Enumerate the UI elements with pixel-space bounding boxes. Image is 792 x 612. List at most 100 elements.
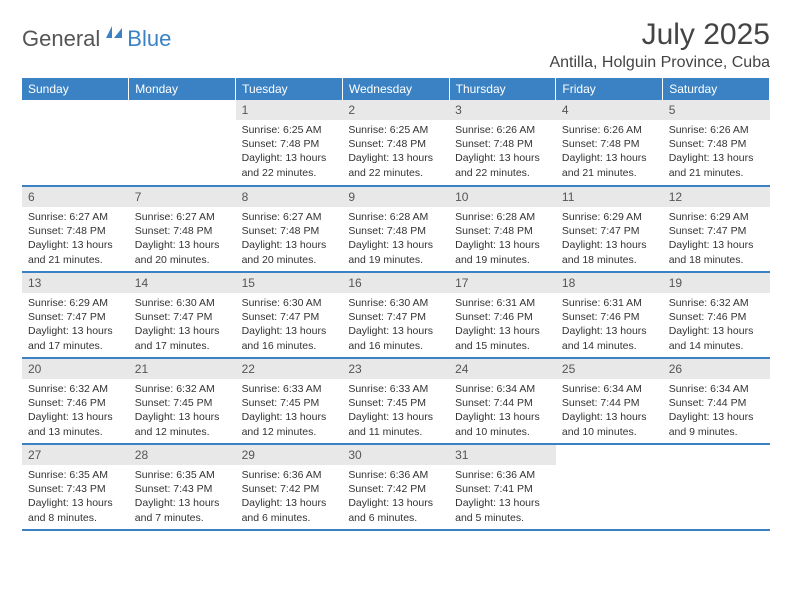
day-details: Sunrise: 6:33 AMSunset: 7:45 PMDaylight:…: [342, 379, 449, 443]
day-details: Sunrise: 6:27 AMSunset: 7:48 PMDaylight:…: [129, 207, 236, 271]
calendar-cell: 2Sunrise: 6:25 AMSunset: 7:48 PMDaylight…: [342, 100, 449, 186]
calendar-cell: 27Sunrise: 6:35 AMSunset: 7:43 PMDayligh…: [22, 444, 129, 530]
weekday-header: Sunday: [22, 78, 129, 100]
day-details: Sunrise: 6:30 AMSunset: 7:47 PMDaylight:…: [236, 293, 343, 357]
calendar-cell: 3Sunrise: 6:26 AMSunset: 7:48 PMDaylight…: [449, 100, 556, 186]
calendar-cell: 19Sunrise: 6:32 AMSunset: 7:46 PMDayligh…: [663, 272, 770, 358]
day-number: 31: [449, 445, 556, 465]
day-details: Sunrise: 6:32 AMSunset: 7:46 PMDaylight:…: [22, 379, 129, 443]
day-details: Sunrise: 6:27 AMSunset: 7:48 PMDaylight:…: [236, 207, 343, 271]
day-details: Sunrise: 6:36 AMSunset: 7:42 PMDaylight:…: [236, 465, 343, 529]
calendar-cell-empty: [129, 100, 236, 186]
day-number: 13: [22, 273, 129, 293]
day-number: 30: [342, 445, 449, 465]
calendar-row: 13Sunrise: 6:29 AMSunset: 7:47 PMDayligh…: [22, 272, 770, 358]
day-number: 10: [449, 187, 556, 207]
calendar-row: 20Sunrise: 6:32 AMSunset: 7:46 PMDayligh…: [22, 358, 770, 444]
day-number: 29: [236, 445, 343, 465]
day-number: 19: [663, 273, 770, 293]
day-number: 5: [663, 100, 770, 120]
day-details: Sunrise: 6:26 AMSunset: 7:48 PMDaylight:…: [449, 120, 556, 184]
day-details: Sunrise: 6:27 AMSunset: 7:48 PMDaylight:…: [22, 207, 129, 271]
calendar-head: SundayMondayTuesdayWednesdayThursdayFrid…: [22, 78, 770, 100]
day-details: Sunrise: 6:32 AMSunset: 7:46 PMDaylight:…: [663, 293, 770, 357]
day-number: 11: [556, 187, 663, 207]
day-details: Sunrise: 6:29 AMSunset: 7:47 PMDaylight:…: [22, 293, 129, 357]
calendar-cell: 8Sunrise: 6:27 AMSunset: 7:48 PMDaylight…: [236, 186, 343, 272]
calendar-row: 1Sunrise: 6:25 AMSunset: 7:48 PMDaylight…: [22, 100, 770, 186]
calendar-row: 6Sunrise: 6:27 AMSunset: 7:48 PMDaylight…: [22, 186, 770, 272]
day-number: 25: [556, 359, 663, 379]
day-details: Sunrise: 6:28 AMSunset: 7:48 PMDaylight:…: [449, 207, 556, 271]
month-title: July 2025: [549, 18, 770, 52]
logo: General Blue: [22, 24, 171, 53]
day-number: 22: [236, 359, 343, 379]
calendar-table: SundayMondayTuesdayWednesdayThursdayFrid…: [22, 78, 770, 531]
header: General Blue July 2025 Antilla, Holguin …: [22, 18, 770, 72]
day-number: 12: [663, 187, 770, 207]
calendar-body: 1Sunrise: 6:25 AMSunset: 7:48 PMDaylight…: [22, 100, 770, 530]
weekday-header: Tuesday: [236, 78, 343, 100]
calendar-cell-empty: [663, 444, 770, 530]
day-details: Sunrise: 6:29 AMSunset: 7:47 PMDaylight:…: [556, 207, 663, 271]
day-number: 8: [236, 187, 343, 207]
day-number: 4: [556, 100, 663, 120]
logo-text-general: General: [22, 26, 100, 52]
calendar-cell: 16Sunrise: 6:30 AMSunset: 7:47 PMDayligh…: [342, 272, 449, 358]
weekday-header: Thursday: [449, 78, 556, 100]
calendar-cell: 9Sunrise: 6:28 AMSunset: 7:48 PMDaylight…: [342, 186, 449, 272]
calendar-cell: 28Sunrise: 6:35 AMSunset: 7:43 PMDayligh…: [129, 444, 236, 530]
calendar-cell: 24Sunrise: 6:34 AMSunset: 7:44 PMDayligh…: [449, 358, 556, 444]
day-details: Sunrise: 6:28 AMSunset: 7:48 PMDaylight:…: [342, 207, 449, 271]
logo-sail-icon: [104, 24, 124, 45]
day-number: 23: [342, 359, 449, 379]
day-number: 17: [449, 273, 556, 293]
calendar-cell: 20Sunrise: 6:32 AMSunset: 7:46 PMDayligh…: [22, 358, 129, 444]
calendar-cell: 17Sunrise: 6:31 AMSunset: 7:46 PMDayligh…: [449, 272, 556, 358]
calendar-cell-empty: [22, 100, 129, 186]
calendar-cell: 13Sunrise: 6:29 AMSunset: 7:47 PMDayligh…: [22, 272, 129, 358]
day-details: Sunrise: 6:25 AMSunset: 7:48 PMDaylight:…: [342, 120, 449, 184]
calendar-cell-empty: [556, 444, 663, 530]
day-number: 16: [342, 273, 449, 293]
day-number: 26: [663, 359, 770, 379]
day-details: Sunrise: 6:30 AMSunset: 7:47 PMDaylight:…: [342, 293, 449, 357]
day-number: 15: [236, 273, 343, 293]
weekday-header: Saturday: [663, 78, 770, 100]
day-details: Sunrise: 6:32 AMSunset: 7:45 PMDaylight:…: [129, 379, 236, 443]
day-details: Sunrise: 6:31 AMSunset: 7:46 PMDaylight:…: [449, 293, 556, 357]
day-details: Sunrise: 6:26 AMSunset: 7:48 PMDaylight:…: [663, 120, 770, 184]
day-details: Sunrise: 6:29 AMSunset: 7:47 PMDaylight:…: [663, 207, 770, 271]
weekday-header: Friday: [556, 78, 663, 100]
day-details: Sunrise: 6:30 AMSunset: 7:47 PMDaylight:…: [129, 293, 236, 357]
day-details: Sunrise: 6:36 AMSunset: 7:42 PMDaylight:…: [342, 465, 449, 529]
calendar-cell: 4Sunrise: 6:26 AMSunset: 7:48 PMDaylight…: [556, 100, 663, 186]
calendar-cell: 12Sunrise: 6:29 AMSunset: 7:47 PMDayligh…: [663, 186, 770, 272]
day-number: 6: [22, 187, 129, 207]
calendar-row: 27Sunrise: 6:35 AMSunset: 7:43 PMDayligh…: [22, 444, 770, 530]
calendar-cell: 15Sunrise: 6:30 AMSunset: 7:47 PMDayligh…: [236, 272, 343, 358]
title-block: July 2025 Antilla, Holguin Province, Cub…: [549, 18, 770, 72]
day-number: 24: [449, 359, 556, 379]
day-details: Sunrise: 6:33 AMSunset: 7:45 PMDaylight:…: [236, 379, 343, 443]
calendar-cell: 23Sunrise: 6:33 AMSunset: 7:45 PMDayligh…: [342, 358, 449, 444]
calendar-cell: 30Sunrise: 6:36 AMSunset: 7:42 PMDayligh…: [342, 444, 449, 530]
day-details: Sunrise: 6:26 AMSunset: 7:48 PMDaylight:…: [556, 120, 663, 184]
weekday-header: Monday: [129, 78, 236, 100]
day-details: Sunrise: 6:25 AMSunset: 7:48 PMDaylight:…: [236, 120, 343, 184]
calendar-cell: 21Sunrise: 6:32 AMSunset: 7:45 PMDayligh…: [129, 358, 236, 444]
calendar-cell: 1Sunrise: 6:25 AMSunset: 7:48 PMDaylight…: [236, 100, 343, 186]
calendar-cell: 31Sunrise: 6:36 AMSunset: 7:41 PMDayligh…: [449, 444, 556, 530]
day-number: 28: [129, 445, 236, 465]
calendar-cell: 10Sunrise: 6:28 AMSunset: 7:48 PMDayligh…: [449, 186, 556, 272]
calendar-cell: 6Sunrise: 6:27 AMSunset: 7:48 PMDaylight…: [22, 186, 129, 272]
day-details: Sunrise: 6:36 AMSunset: 7:41 PMDaylight:…: [449, 465, 556, 529]
calendar-cell: 25Sunrise: 6:34 AMSunset: 7:44 PMDayligh…: [556, 358, 663, 444]
day-number: 2: [342, 100, 449, 120]
location-text: Antilla, Holguin Province, Cuba: [549, 54, 770, 72]
day-number: 27: [22, 445, 129, 465]
day-details: Sunrise: 6:35 AMSunset: 7:43 PMDaylight:…: [129, 465, 236, 529]
calendar-cell: 18Sunrise: 6:31 AMSunset: 7:46 PMDayligh…: [556, 272, 663, 358]
calendar-cell: 14Sunrise: 6:30 AMSunset: 7:47 PMDayligh…: [129, 272, 236, 358]
day-number: 7: [129, 187, 236, 207]
